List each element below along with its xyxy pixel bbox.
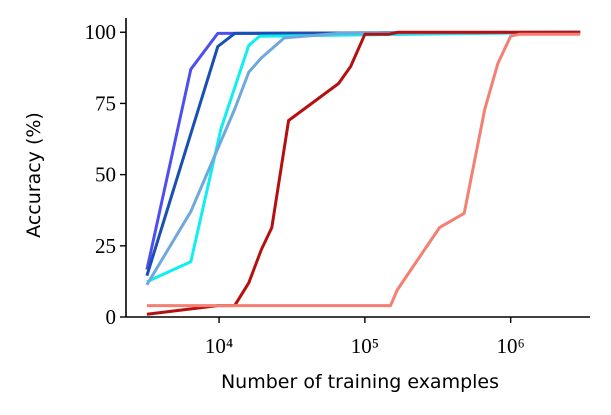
x-tick-label: 10⁵ (351, 334, 379, 358)
series-line (145, 30, 581, 286)
y-tick-label: 0 (106, 305, 117, 329)
x-tick-label: 10⁶ (497, 334, 525, 358)
y-tick-label: 50 (95, 163, 116, 187)
y-axis-label: Accuracy (%) (23, 112, 45, 238)
y-tick-label: 100 (85, 20, 117, 44)
series-line (145, 30, 581, 277)
series-line (146, 32, 581, 308)
x-axis-label: Number of training examples (221, 371, 499, 393)
x-tick-label: 10⁴ (205, 334, 233, 358)
y-tick-label: 75 (95, 91, 116, 115)
y-tick-label: 25 (95, 234, 116, 258)
